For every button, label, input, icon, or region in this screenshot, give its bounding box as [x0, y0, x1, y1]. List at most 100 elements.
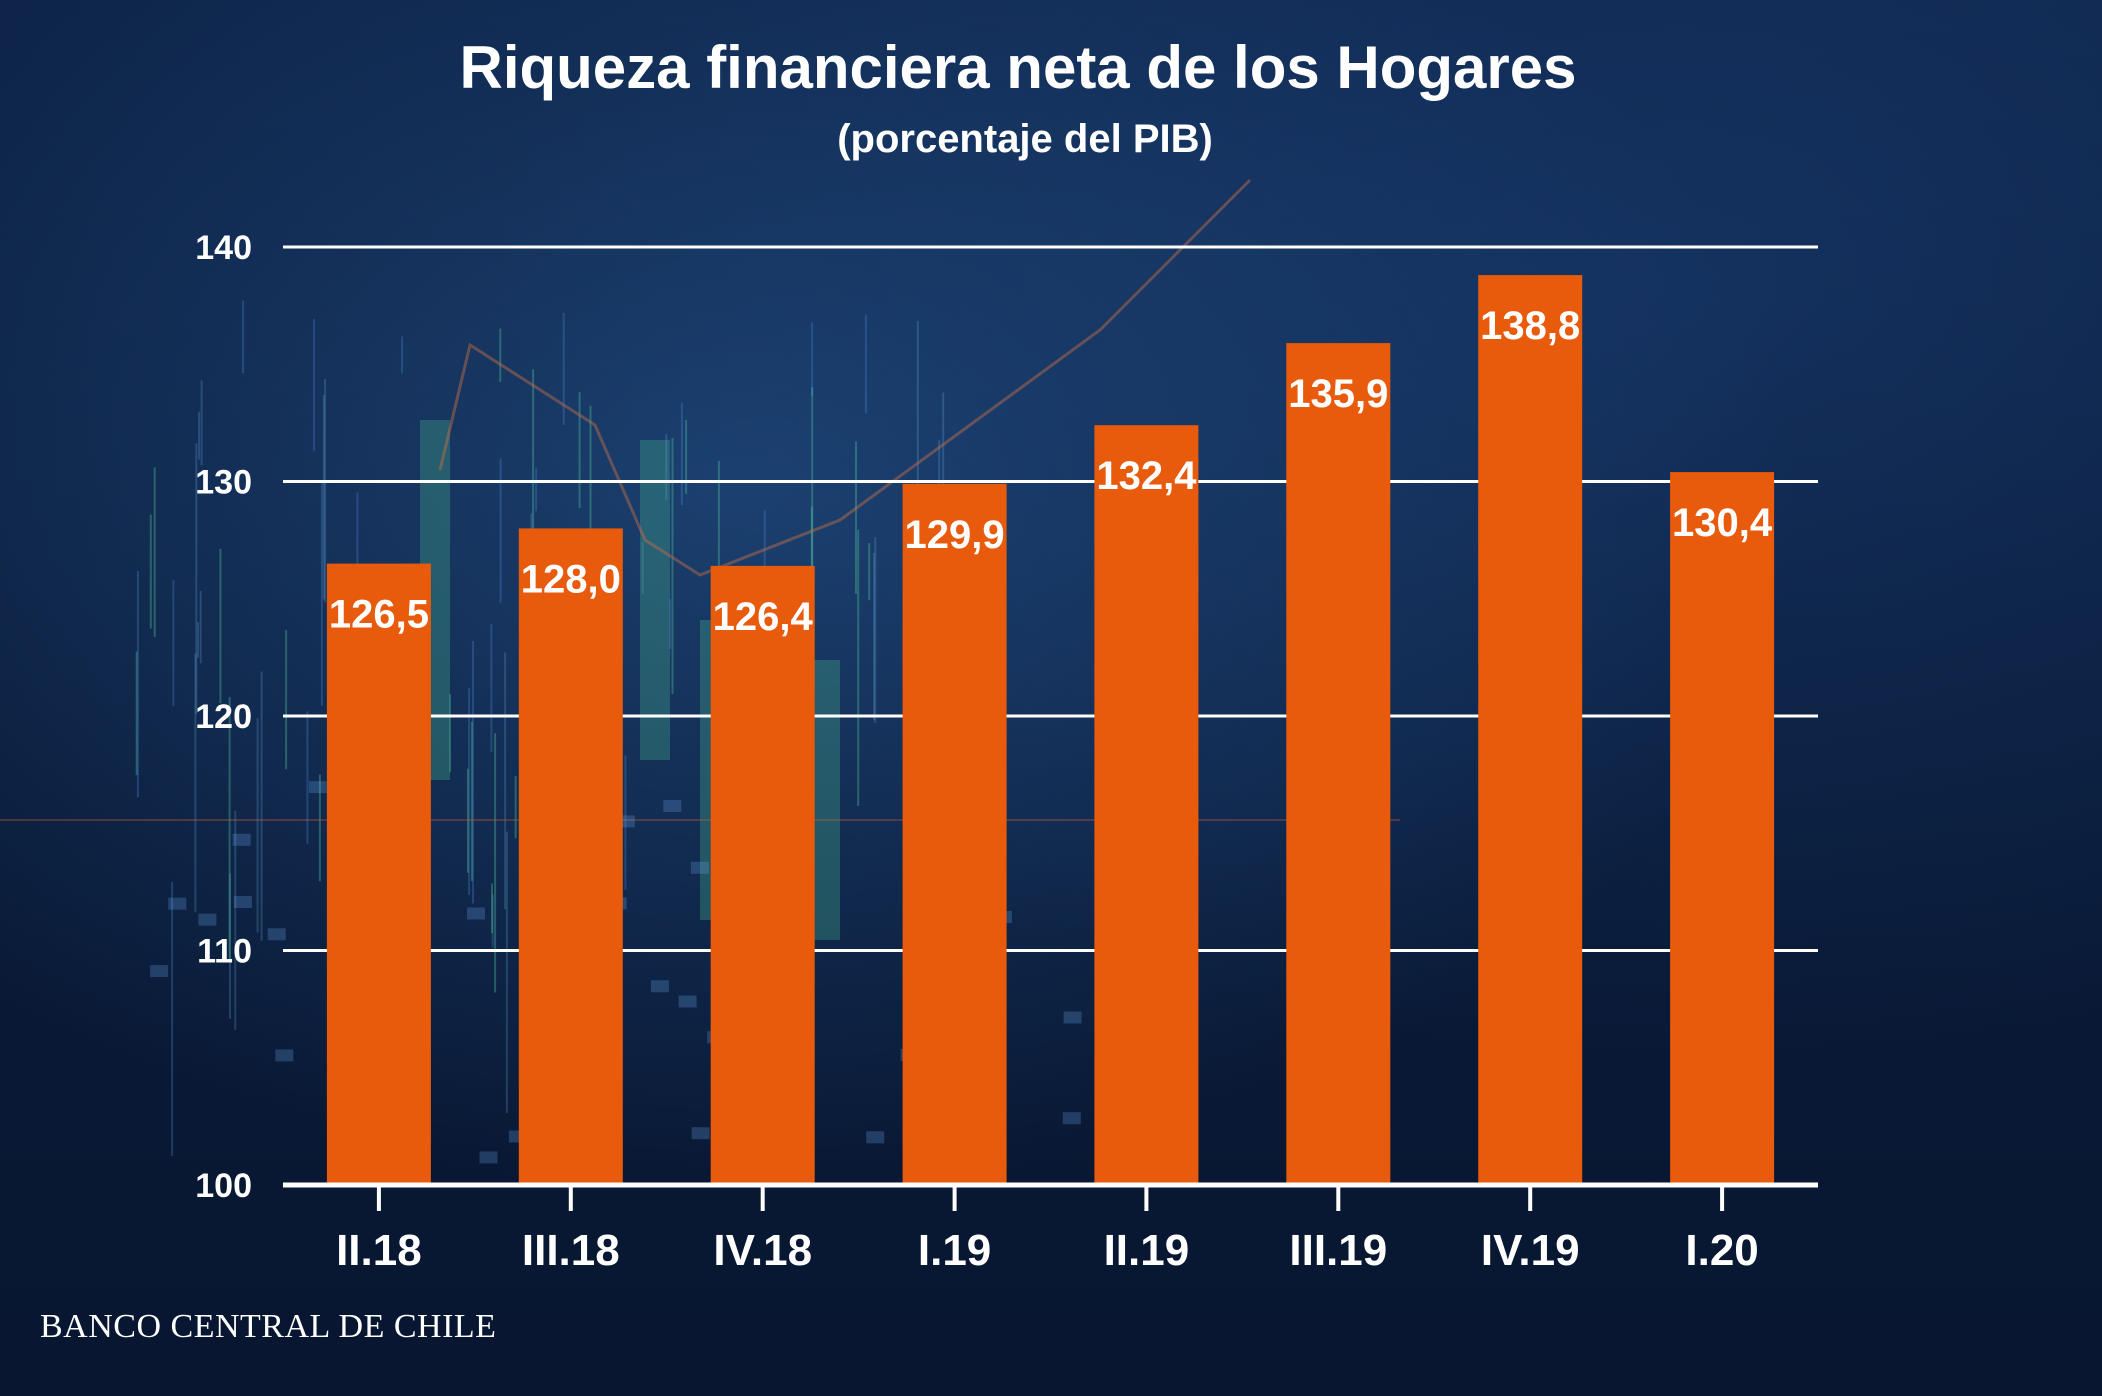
bg-tick [873, 552, 875, 721]
bg-tile [650, 980, 669, 993]
x-tick-label: II.19 [1104, 1226, 1190, 1275]
bar [1670, 472, 1775, 1186]
bg-tick [810, 506, 813, 583]
bg-tick [641, 542, 644, 595]
bg-tick [562, 313, 565, 425]
bg-tile [1063, 1011, 1082, 1024]
bg-tile [866, 1131, 885, 1144]
bg-tile [678, 995, 697, 1008]
bg-tick [868, 542, 871, 601]
bg-tick [198, 411, 200, 460]
bg-tick [197, 622, 200, 658]
bg-tile [168, 897, 187, 910]
bg-tile [198, 913, 217, 926]
bg-tick [470, 721, 473, 882]
bg-tick [135, 651, 138, 775]
bg-tick [318, 774, 321, 882]
bg-tick [864, 314, 867, 414]
bg-tick [514, 775, 517, 839]
bg-tick [234, 810, 237, 1030]
bg-tick [153, 467, 156, 637]
bg-tile [479, 1151, 498, 1164]
bg-tick [322, 394, 325, 600]
bg-tile [663, 800, 682, 812]
bg-tick [228, 697, 231, 961]
bg-tile [1062, 1112, 1081, 1125]
bg-block [810, 660, 840, 940]
bar [326, 563, 431, 1185]
grid-lines [283, 245, 1818, 952]
bg-tick [491, 894, 494, 948]
bg-tile [308, 781, 327, 794]
source-note: BANCO CENTRAL DE CHILE [40, 1308, 497, 1345]
bg-tick [313, 319, 315, 451]
data-label: 129,9 [905, 513, 1005, 557]
bg-block [640, 440, 670, 760]
bg-tick [324, 379, 327, 603]
bg-tile [690, 861, 709, 874]
y-tick-label: 130 [195, 464, 252, 502]
data-label: 128,0 [521, 557, 621, 601]
axes: 100 110 120 130 140 II.18 III.18 IV.18 I.19 II.19… [195, 229, 1818, 1275]
bg-tick [811, 387, 814, 637]
bg-tick [242, 300, 245, 374]
bg-tick [260, 671, 263, 941]
bg-tick [256, 718, 259, 933]
bg-tick [680, 402, 683, 506]
x-tick-label: I.19 [918, 1226, 991, 1275]
bar [1286, 343, 1391, 1186]
bg-tile [467, 907, 485, 920]
bg-tile [232, 833, 251, 846]
bg-tick [136, 570, 139, 798]
y-tick-label: 110 [197, 933, 252, 971]
bg-tick [490, 623, 493, 752]
bg-tick [306, 711, 309, 844]
bar [902, 483, 1007, 1185]
bg-tick [199, 590, 202, 664]
bg-tick [466, 768, 469, 873]
data-label: 132,4 [1096, 454, 1197, 498]
bg-tick [472, 641, 474, 904]
data-label: 130,4 [1672, 501, 1773, 545]
bg-tick [916, 321, 919, 485]
bg-tile [275, 1049, 294, 1062]
bg-tick [685, 420, 688, 494]
bg-tile [691, 1127, 710, 1140]
bg-tick [219, 548, 222, 704]
chart-title: Riqueza financiera neta de los Hogares [459, 34, 1576, 101]
bg-tick [578, 392, 581, 509]
bg-tick [717, 460, 720, 657]
bg-tick [229, 873, 231, 1019]
bg-tick [532, 369, 535, 546]
bg-trend-line [438, 178, 1252, 577]
bg-tick [811, 322, 814, 397]
bg-tick [285, 630, 288, 770]
bg-tick [505, 831, 508, 1113]
x-tick-label: IV.19 [1481, 1226, 1580, 1275]
bg-tick [320, 483, 323, 706]
x-tick-label: III.19 [1289, 1226, 1387, 1275]
data-label: 138,8 [1480, 304, 1580, 348]
bar [1094, 425, 1199, 1185]
bg-tick [504, 652, 507, 910]
x-tick-label: II.18 [336, 1226, 422, 1275]
x-tick-label: IV.18 [713, 1226, 812, 1275]
bg-tile [267, 928, 286, 941]
bg-tile [150, 965, 169, 978]
y-tick-label: 100 [195, 1167, 252, 1205]
y-tick-label: 120 [195, 698, 252, 736]
bg-tick [671, 437, 674, 694]
bars: 126,5 128,0 126,4 129,9 132,4 135,9 138,8 130,4 [326, 275, 1775, 1186]
bg-tick [499, 458, 502, 603]
bg-tick [195, 443, 198, 714]
bg-tick [855, 441, 857, 594]
bg-tick [535, 467, 538, 512]
bg-tick [449, 694, 451, 773]
bg-tick [589, 405, 592, 563]
bg-tick [194, 653, 197, 913]
bg-tick [857, 529, 860, 806]
bg-tick [171, 881, 174, 1157]
y-tick-label: 140 [195, 229, 252, 267]
